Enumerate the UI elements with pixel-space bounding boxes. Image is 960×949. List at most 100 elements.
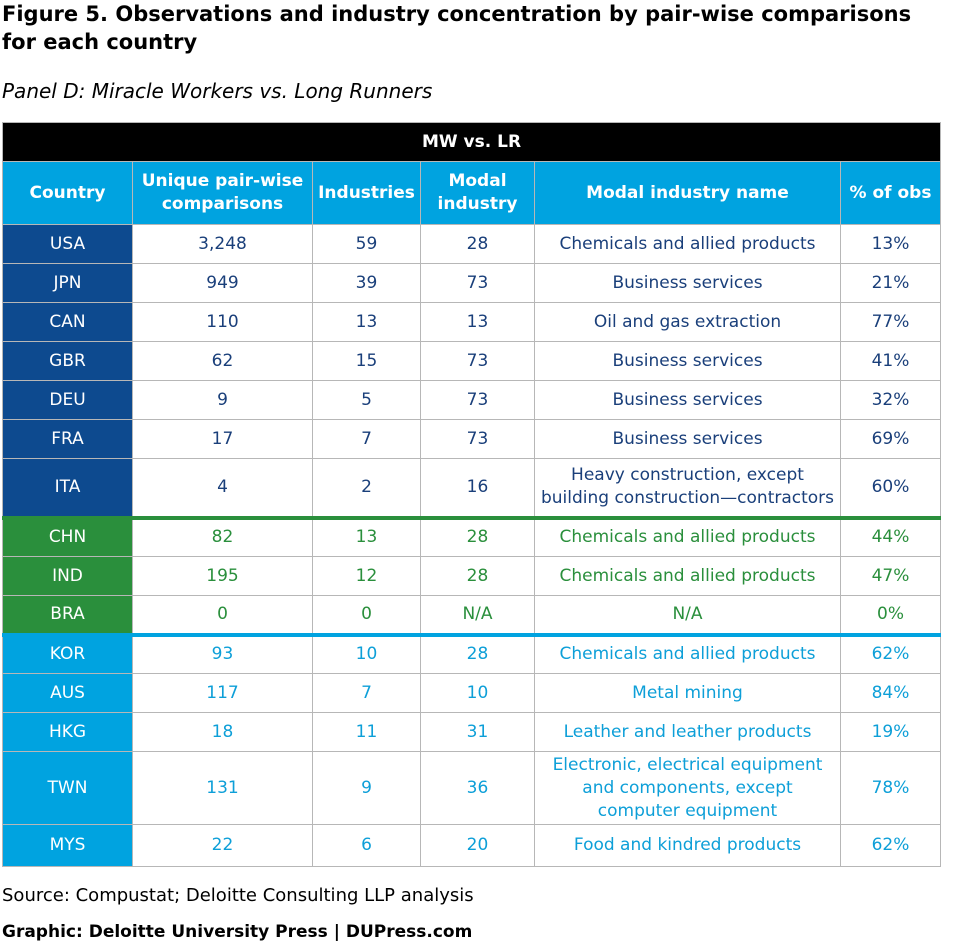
cell-pct: 0% — [840, 595, 941, 635]
cell-country: CAN — [2, 302, 133, 342]
column-header: % of obs — [840, 161, 941, 225]
cell-industries: 12 — [312, 556, 421, 596]
cell-pct: 77% — [840, 302, 941, 342]
table-row: DEU 9 5 73 Business services 32% — [2, 380, 941, 420]
cell-pct: 62% — [840, 632, 941, 674]
cell-modal: 10 — [420, 673, 535, 713]
cell-comparisons: 9 — [132, 380, 313, 420]
group-header: MW vs. LR — [2, 122, 941, 162]
cell-modal: 31 — [420, 712, 535, 752]
column-header: Modal industry — [420, 161, 535, 225]
cell-industries: 9 — [312, 751, 421, 825]
cell-comparisons: 3,248 — [132, 224, 313, 264]
cell-modal: 13 — [420, 302, 535, 342]
cell-name: Business services — [534, 263, 841, 303]
table-row: IND 195 12 28 Chemicals and allied products 4… — [2, 556, 941, 596]
cell-name: Chemicals and allied products — [534, 515, 841, 557]
cell-country: GBR — [2, 341, 133, 381]
column-header: Unique pair-wise comparisons — [132, 161, 313, 225]
cell-industries: 7 — [312, 673, 421, 713]
cell-modal: 73 — [420, 341, 535, 381]
cell-modal: 28 — [420, 224, 535, 264]
cell-name: Chemicals and allied products — [534, 556, 841, 596]
table-row: AUS 117 7 10 Metal mining 84% — [2, 673, 941, 713]
cell-comparisons: 18 — [132, 712, 313, 752]
cell-name: Business services — [534, 419, 841, 459]
cell-comparisons: 131 — [132, 751, 313, 825]
cell-pct: 32% — [840, 380, 941, 420]
cell-name: Leather and leather products — [534, 712, 841, 752]
cell-country: JPN — [2, 263, 133, 303]
cell-comparisons: 195 — [132, 556, 313, 596]
cell-country: AUS — [2, 673, 133, 713]
cell-modal: N/A — [420, 595, 535, 635]
table-row: BRA 0 0 N/A N/A 0% — [2, 595, 941, 635]
cell-pct: 69% — [840, 419, 941, 459]
cell-comparisons: 949 — [132, 263, 313, 303]
panel-title: Panel D: Miracle Workers vs. Long Runner… — [2, 79, 433, 103]
cell-pct: 44% — [840, 515, 941, 557]
cell-modal: 28 — [420, 632, 535, 674]
cell-modal: 73 — [420, 419, 535, 459]
table-row: HKG 18 11 31 Leather and leather products 19% — [2, 712, 941, 752]
cell-comparisons: 17 — [132, 419, 313, 459]
cell-country: DEU — [2, 380, 133, 420]
cell-country: MYS — [2, 824, 133, 867]
table-row: GBR 62 15 73 Business services 41% — [2, 341, 941, 381]
cell-name: Metal mining — [534, 673, 841, 713]
cell-comparisons: 22 — [132, 824, 313, 867]
cell-country: USA — [2, 224, 133, 264]
cell-industries: 7 — [312, 419, 421, 459]
cell-pct: 60% — [840, 458, 941, 518]
cell-modal: 28 — [420, 515, 535, 557]
cell-pct: 62% — [840, 824, 941, 867]
cell-name: Electronic, electrical equipment and com… — [534, 751, 841, 825]
cell-comparisons: 0 — [132, 595, 313, 635]
cell-modal: 28 — [420, 556, 535, 596]
cell-comparisons: 93 — [132, 632, 313, 674]
cell-industries: 2 — [312, 458, 421, 518]
cell-industries: 13 — [312, 515, 421, 557]
cell-comparisons: 117 — [132, 673, 313, 713]
graphic-credit: Graphic: Deloitte University Press | DUP… — [2, 922, 473, 942]
cell-country: FRA — [2, 419, 133, 459]
figure-title: Figure 5. Observations and industry conc… — [2, 2, 912, 54]
column-header: Industries — [312, 161, 421, 225]
cell-modal: 16 — [420, 458, 535, 518]
cell-country: ITA — [2, 458, 133, 518]
table-row: FRA 17 7 73 Business services 69% — [2, 419, 941, 459]
cell-country: TWN — [2, 751, 133, 825]
cell-pct: 21% — [840, 263, 941, 303]
column-header: Modal industry name — [534, 161, 841, 225]
cell-industries: 0 — [312, 595, 421, 635]
cell-industries: 11 — [312, 712, 421, 752]
cell-industries: 5 — [312, 380, 421, 420]
table-row: CAN 110 13 13 Oil and gas extraction 77% — [2, 302, 941, 342]
table-row: USA 3,248 59 28 Chemicals and allied product… — [2, 224, 941, 264]
cell-modal: 73 — [420, 380, 535, 420]
cell-name: Chemicals and allied products — [534, 632, 841, 674]
cell-industries: 39 — [312, 263, 421, 303]
cell-country: HKG — [2, 712, 133, 752]
cell-comparisons: 62 — [132, 341, 313, 381]
table-row: CHN 82 13 28 Chemicals and allied products 44… — [2, 515, 941, 557]
data-table: MW vs. LR Country Unique pair-wise compa… — [2, 122, 941, 867]
table-row: MYS 22 6 20 Food and kindred products 62% — [2, 824, 941, 867]
cell-name: Business services — [534, 341, 841, 381]
cell-pct: 47% — [840, 556, 941, 596]
cell-pct: 84% — [840, 673, 941, 713]
cell-name: Oil and gas extraction — [534, 302, 841, 342]
cell-name: N/A — [534, 595, 841, 635]
table-row: KOR 93 10 28 Chemicals and allied products 62… — [2, 632, 941, 674]
column-header: Country — [2, 161, 133, 225]
cell-comparisons: 110 — [132, 302, 313, 342]
cell-industries: 59 — [312, 224, 421, 264]
cell-comparisons: 82 — [132, 515, 313, 557]
table-row: TWN 131 9 36 Electronic, electrical equipmen… — [2, 751, 941, 825]
cell-country: BRA — [2, 595, 133, 635]
cell-country: KOR — [2, 632, 133, 674]
cell-name: Chemicals and allied products — [534, 224, 841, 264]
cell-name: Food and kindred products — [534, 824, 841, 867]
cell-country: IND — [2, 556, 133, 596]
cell-name: Heavy construction, except building cons… — [534, 458, 841, 518]
